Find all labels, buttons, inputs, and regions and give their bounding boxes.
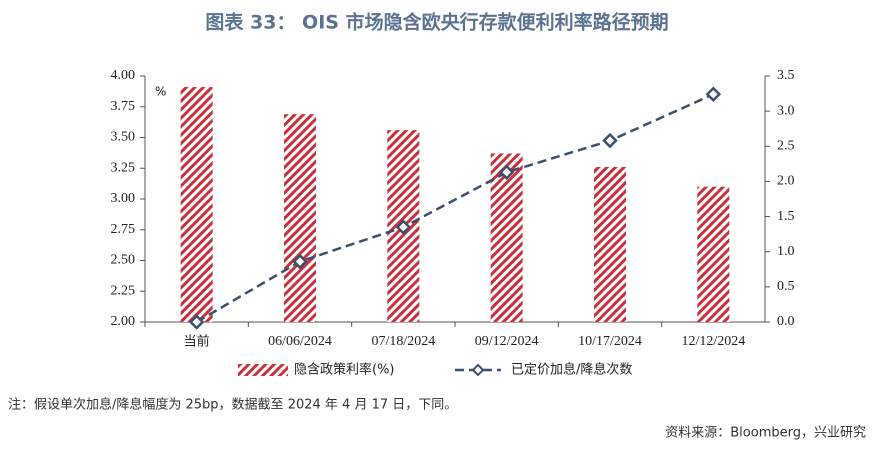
- bar: [180, 87, 213, 322]
- x-tick-label: 10/17/2024: [578, 334, 642, 349]
- line-marker: [292, 253, 308, 270]
- x-tick-label: 当前: [184, 334, 210, 350]
- y-tick-label: 2.50: [111, 253, 136, 268]
- y-tick-label: 2.75: [111, 222, 136, 237]
- y2-tick-label: 1.5: [777, 209, 795, 224]
- y-unit: %: [155, 85, 166, 99]
- y-tick-label: 3.00: [111, 191, 136, 206]
- y-tick-label: 3.75: [111, 99, 136, 114]
- y2-tick-label: 3.5: [777, 68, 795, 83]
- y2-tick-label: 0.5: [777, 279, 795, 294]
- bar: [697, 186, 730, 322]
- y-tick-label: 3.50: [111, 130, 136, 145]
- y-tick-label: 4.00: [111, 68, 136, 83]
- line: [196, 93, 714, 324]
- y-tick-label: 2.00: [111, 314, 136, 329]
- line-marker: [188, 314, 205, 330]
- bar: [490, 153, 523, 322]
- y2-tick-label: 3.0: [777, 103, 795, 118]
- x-tick-label: 07/18/2024: [371, 334, 435, 349]
- y-tick-label: 3.25: [111, 160, 136, 175]
- line-marker: [395, 219, 412, 235]
- x-tick-label: 09/12/2024: [475, 334, 539, 349]
- y2-tick-label: 0.0: [777, 314, 795, 329]
- legend-label: 隐含政策利率(%): [294, 362, 395, 378]
- chart-title: 图表 33： OIS 市场隐含欧央行存款便利利率路径预期: [205, 11, 668, 34]
- note: 注：假设单次加息/降息幅度为 25bp，数据截至 2024 年 4 月 17 日…: [8, 397, 457, 413]
- y2-tick-label: 1.0: [777, 244, 795, 259]
- legend-marker: [471, 363, 485, 377]
- bar: [594, 167, 626, 322]
- x-tick-label: 06/06/2024: [268, 334, 332, 349]
- line-marker: [705, 86, 722, 103]
- bar: [284, 114, 316, 322]
- source: 资料来源：Bloomberg，兴业研究: [665, 426, 866, 441]
- line-marker: [498, 164, 515, 181]
- y2-tick-label: 2.0: [777, 174, 795, 189]
- y2-tick-label: 2.5: [777, 139, 795, 154]
- x-tick-label: 12/12/2024: [681, 334, 745, 349]
- y-tick-label: 2.25: [111, 283, 136, 298]
- legend-swatch: [238, 364, 288, 376]
- line-marker: [602, 132, 618, 149]
- legend-label: 已定价加息/降息次数: [511, 362, 632, 378]
